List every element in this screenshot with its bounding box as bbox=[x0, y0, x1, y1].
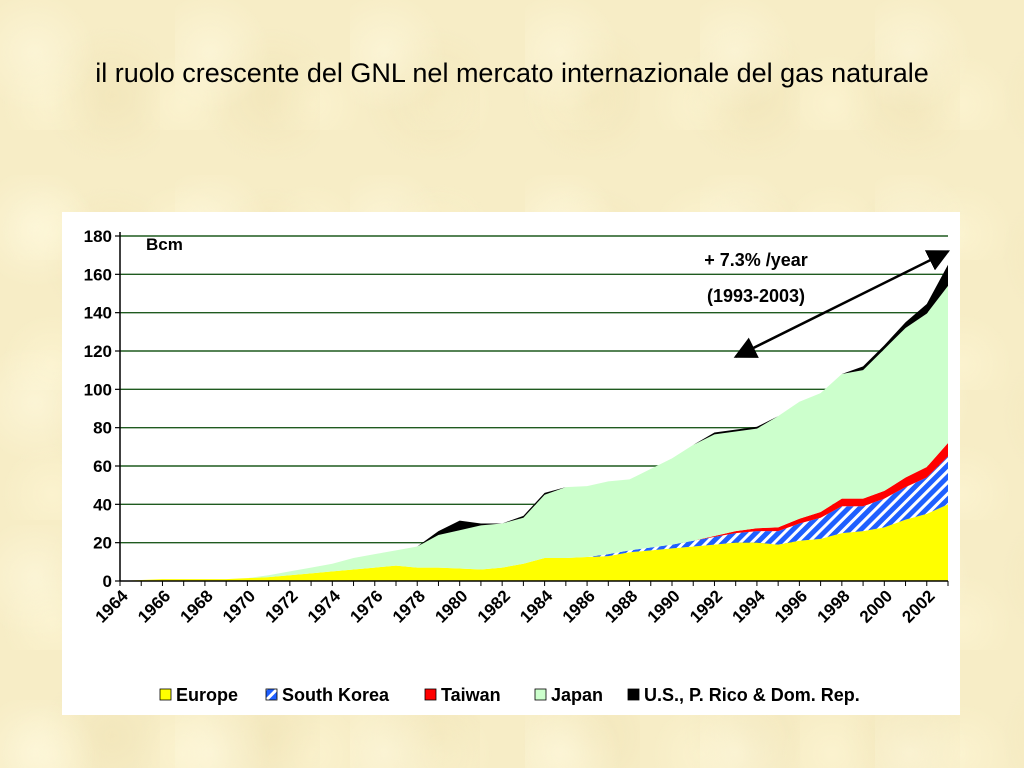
legend-label: U.S., P. Rico & Dom. Rep. bbox=[644, 685, 860, 705]
x-tick-label: 1982 bbox=[474, 586, 514, 626]
axes: Bcm bbox=[115, 232, 949, 586]
x-tick-label: 1972 bbox=[261, 586, 301, 626]
y-tick-label: 0 bbox=[103, 572, 112, 591]
legend-swatch bbox=[627, 688, 640, 701]
x-tick-label: 1998 bbox=[813, 586, 853, 626]
legend-swatch bbox=[265, 688, 278, 701]
x-tick-label: 1978 bbox=[389, 586, 429, 626]
legend-label: Taiwan bbox=[441, 685, 501, 705]
series-areas bbox=[120, 264, 948, 581]
growth-period-label: (1993-2003) bbox=[707, 286, 805, 306]
legend: Europe South Korea Taiwan Japan U.S., P. Ric… bbox=[159, 685, 860, 705]
growth-arrow bbox=[733, 250, 951, 358]
x-tick-label: 1964 bbox=[92, 586, 133, 627]
x-tick-label: 1968 bbox=[177, 586, 217, 626]
y-tick-label: 100 bbox=[84, 380, 112, 399]
x-tick-label: 2002 bbox=[898, 586, 938, 626]
legend-label: South Korea bbox=[282, 685, 390, 705]
legend-label: Japan bbox=[551, 685, 603, 705]
x-tick-label: 1980 bbox=[431, 586, 471, 626]
stacked-area-chart: Bcm 0 20 40 60 80 100 120 140 160 180 1964 1966 196… bbox=[84, 227, 951, 705]
slide-title: il ruolo crescente del GNL nel mercato i… bbox=[95, 58, 929, 88]
y-tick-label: 180 bbox=[84, 227, 112, 246]
legend-label: Europe bbox=[176, 685, 238, 705]
x-tick-label: 2000 bbox=[856, 586, 896, 626]
legend-swatch bbox=[159, 688, 172, 701]
x-tick-label: 1996 bbox=[771, 586, 811, 626]
y-tick-label: 40 bbox=[93, 495, 112, 514]
unit-label: Bcm bbox=[146, 235, 183, 254]
legend-swatch bbox=[534, 688, 547, 701]
y-tick-label: 160 bbox=[84, 265, 112, 284]
x-tick-label: 1994 bbox=[729, 586, 770, 627]
growth-annotation: + 7.3% /year (1993-2003) bbox=[704, 250, 951, 358]
y-tick-labels: 0 20 40 60 80 100 120 140 160 180 bbox=[84, 227, 112, 591]
x-tick-label: 1966 bbox=[134, 586, 174, 626]
legend-swatch bbox=[424, 688, 437, 701]
x-tick-label: 1988 bbox=[601, 586, 641, 626]
x-tick-label: 1984 bbox=[516, 586, 557, 627]
x-tick-label: 1990 bbox=[644, 586, 684, 626]
x-tick-label: 1986 bbox=[559, 586, 599, 626]
y-tick-label: 60 bbox=[93, 457, 112, 476]
gridlines bbox=[120, 235, 948, 544]
y-tick-label: 140 bbox=[84, 304, 112, 323]
x-tick-labels: 1964 1966 1968 1970 1972 1974 1976 1978 1980 1982… bbox=[92, 586, 939, 627]
x-tick-label: 1970 bbox=[219, 586, 259, 626]
y-tick-label: 80 bbox=[93, 419, 112, 438]
x-tick-label: 1976 bbox=[346, 586, 386, 626]
y-tick-label: 120 bbox=[84, 342, 112, 361]
chart-container: Bcm 0 20 40 60 80 100 120 140 160 180 1964 1966 196… bbox=[62, 212, 960, 715]
series-area-0 bbox=[120, 504, 948, 581]
x-tick-label: 1992 bbox=[686, 586, 726, 626]
x-tick-label: 1974 bbox=[304, 586, 345, 627]
growth-rate-label: + 7.3% /year bbox=[704, 250, 808, 270]
series-area-3 bbox=[120, 285, 948, 581]
y-tick-label: 20 bbox=[93, 534, 112, 553]
